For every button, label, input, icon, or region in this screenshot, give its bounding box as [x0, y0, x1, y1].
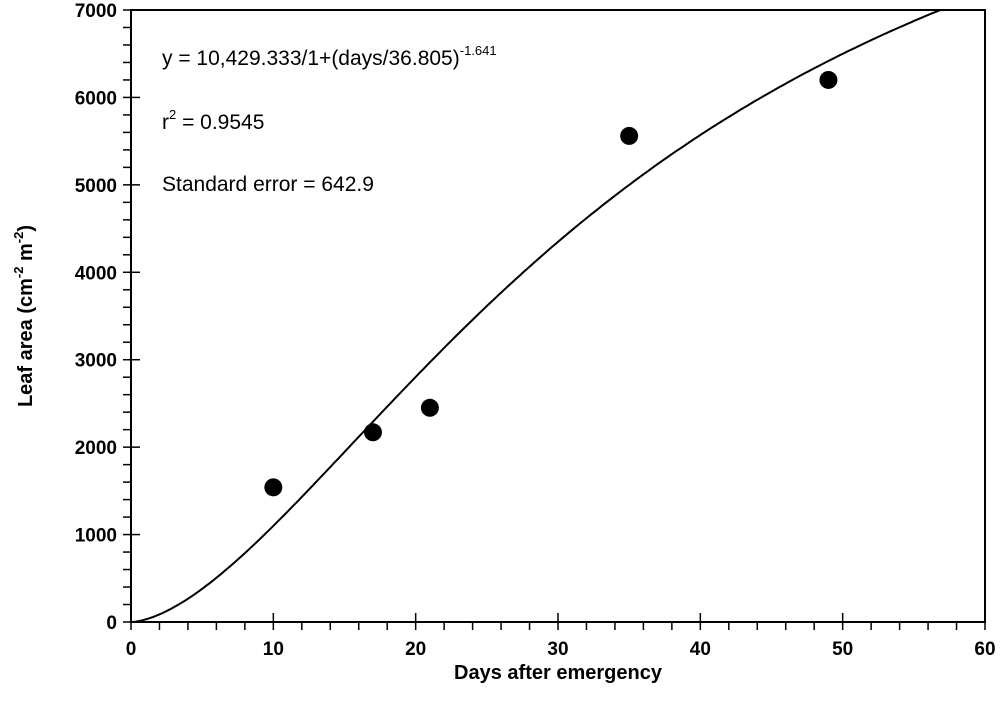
x-tick-label: 0	[126, 639, 137, 660]
standard-error-annotation: Standard error = 642.9	[162, 173, 374, 196]
r-squared-annotation: r2 = 0.9545	[162, 107, 264, 134]
x-tick-label: 40	[690, 639, 711, 660]
y-tick-label: 1000	[75, 526, 117, 547]
y-tick-label: 7000	[75, 1, 117, 22]
equation-annotation: y = 10,429.333/1+(days/36.805)-1.641	[162, 43, 497, 70]
plot-frame	[130, 9, 986, 623]
data-points	[264, 70, 838, 497]
y-tick-label: 5000	[75, 176, 117, 197]
tick-labels: 0 10 20 30 40 50 60 0 1000 2000 3000 4000 5000 6000 70…	[75, 1, 996, 660]
y-axis-label: Leaf area (cm-2 m-2)	[11, 225, 37, 407]
fit-curve	[131, 9, 944, 623]
x-tick-label: 20	[405, 639, 426, 660]
data-point	[363, 423, 382, 442]
y-tick-label: 3000	[75, 351, 117, 372]
x-tick-label: 30	[547, 639, 568, 660]
y-tick-label: 4000	[75, 263, 117, 284]
y-tick-label: 0	[106, 613, 117, 634]
x-axis-label: Days after emergency	[454, 662, 663, 684]
data-point	[264, 478, 283, 497]
data-point	[620, 126, 639, 145]
y-tick-label: 2000	[75, 438, 117, 459]
x-tick-label: 60	[974, 639, 995, 660]
data-point	[420, 398, 439, 417]
data-point	[819, 70, 838, 89]
x-tick-label: 50	[832, 639, 853, 660]
x-tick-label: 10	[263, 639, 284, 660]
axes	[123, 9, 986, 630]
y-tick-label: 6000	[75, 88, 117, 109]
